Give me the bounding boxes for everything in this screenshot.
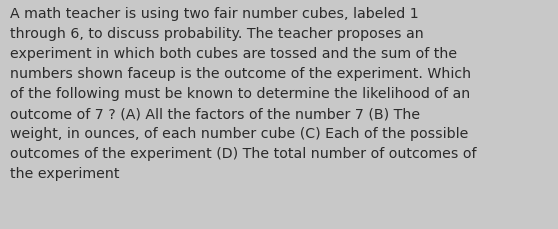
Text: A math teacher is using two fair number cubes, labeled 1
through 6, to discuss p: A math teacher is using two fair number … [10, 7, 477, 180]
